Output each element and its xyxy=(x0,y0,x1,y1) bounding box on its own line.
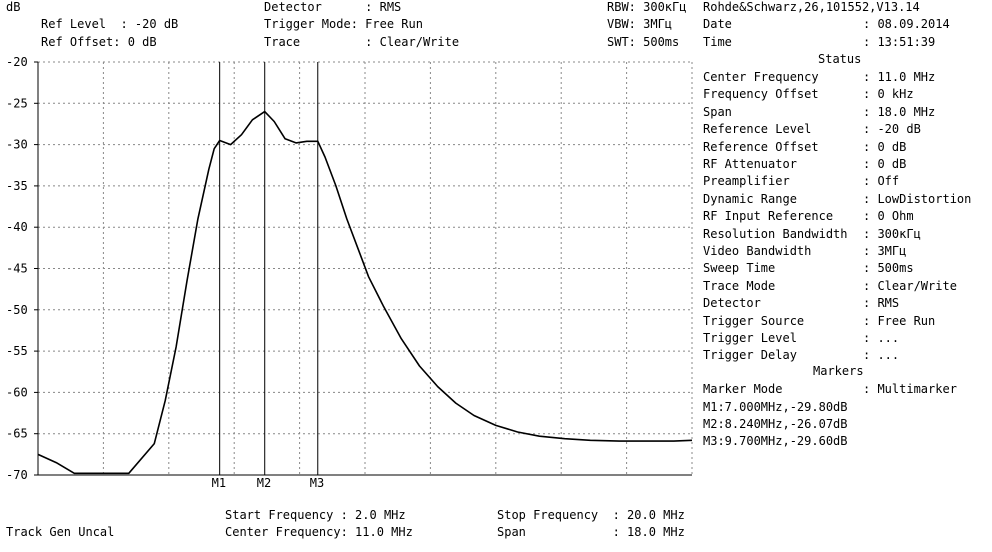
status-value: : 0 dB xyxy=(863,157,907,171)
y-tick-label: -50 xyxy=(6,303,28,317)
status-value: : Off xyxy=(863,174,900,189)
marker-label-m3: M3 xyxy=(310,476,324,490)
status-value: : ... xyxy=(863,348,900,363)
status-value: : 0 Ohm xyxy=(863,209,914,224)
status-value: : 11.0 MHz xyxy=(863,70,936,84)
status-label: Resolution Bandwidth xyxy=(703,226,848,241)
stop-frequency-readout: Stop Frequency : 20.0 MHz xyxy=(497,508,685,522)
status-label: Frequency Offset xyxy=(703,87,819,102)
status-value: : 300кГц xyxy=(863,226,921,241)
marker-readout-m3: M3:9.700MHz,-29.60dB xyxy=(703,434,848,448)
time-value: : 13:51:39 xyxy=(863,35,936,49)
status-label: Trace Mode xyxy=(703,278,776,293)
status-value: : Free Run xyxy=(863,313,936,328)
status-value: : 500ms xyxy=(863,261,914,276)
y-tick-label: -30 xyxy=(6,138,28,152)
status-label: Detector xyxy=(703,296,761,311)
spectrum-chart: -20 -25 -30 -35 -40 -45 -50 -55 -60 -65 -70 M1 M2 M3 xyxy=(6,55,693,490)
ref-offset-readout: Ref Offset: 0 dB xyxy=(41,35,157,49)
trace-readout: Trace : Clear/Write xyxy=(264,35,460,49)
status-label: RF Input Reference xyxy=(703,209,834,224)
status-value: : 0 dB xyxy=(863,139,907,154)
status-label: Dynamic Range xyxy=(703,191,797,206)
marker-readout-m2: M2:8.240MHz,-26.07dB xyxy=(703,417,848,431)
instrument-id: Rohde&Schwarz,26,101552,V13.14 xyxy=(703,0,920,14)
status-value: : ... xyxy=(863,331,900,345)
status-value: : RMS xyxy=(863,296,900,311)
span-readout: Span : 18.0 MHz xyxy=(497,525,685,539)
track-gen-status: Track Gen Uncal xyxy=(6,525,115,539)
status-label: Center Frequency xyxy=(703,70,819,84)
spectrum-trace xyxy=(37,110,693,475)
start-frequency-readout: Start Frequency : 2.0 MHz xyxy=(225,508,406,522)
time-label: Time xyxy=(703,35,732,49)
y-tick-label: -40 xyxy=(6,220,28,234)
status-value: : 0 kHz xyxy=(863,87,914,102)
y-tick-label: -55 xyxy=(6,344,28,358)
y-unit-label: dB xyxy=(6,0,21,14)
y-tick-label: -70 xyxy=(6,468,28,482)
markers-title: Markers xyxy=(813,364,864,378)
center-frequency-readout: Center Frequency: 11.0 MHz xyxy=(225,525,413,539)
status-label: Trigger Source xyxy=(703,313,805,328)
marker-label-m1: M1 xyxy=(212,476,226,490)
vbw-readout: VBW: 3МГц xyxy=(607,17,673,31)
marker-readout-m1: M1:7.000MHz,-29.80dB xyxy=(703,400,848,414)
status-value: : -20 dB xyxy=(863,122,921,137)
status-value: : 18.0 MHz xyxy=(863,104,936,119)
date-label: Date xyxy=(703,17,732,31)
status-title: Status xyxy=(818,52,862,66)
status-label: Reference Level xyxy=(703,122,812,137)
status-label: Trigger Delay xyxy=(703,348,797,363)
status-label: Span xyxy=(703,104,732,119)
y-tick-label: -20 xyxy=(6,55,28,69)
swt-readout: SWT: 500ms xyxy=(607,35,680,49)
y-tick-label: -45 xyxy=(6,262,28,276)
date-value: : 08.09.2014 xyxy=(863,17,950,31)
status-label: Trigger Level xyxy=(703,331,797,345)
status-label: Video Bandwidth xyxy=(703,244,812,258)
trigger-mode-readout: Trigger Mode: Free Run xyxy=(264,17,423,31)
marker-mode-value: : Multimarker xyxy=(863,382,957,396)
ref-level-readout: Ref Level : -20 dB xyxy=(41,17,179,31)
status-label: Reference Offset xyxy=(703,139,819,154)
status-value: : Clear/Write xyxy=(863,278,957,293)
marker-mode-label: Marker Mode xyxy=(703,382,783,396)
y-tick-label: -60 xyxy=(6,385,28,399)
y-tick-label: -35 xyxy=(6,179,28,193)
status-value: : LowDistortion xyxy=(863,191,972,206)
status-label: Sweep Time xyxy=(703,261,776,276)
status-value: : 3МГц xyxy=(863,244,907,258)
rbw-readout: RBW: 300кГц xyxy=(607,0,687,14)
status-label: Preamplifier xyxy=(703,174,790,189)
marker-label-m2: M2 xyxy=(257,476,271,490)
detector-readout: Detector : RMS xyxy=(264,0,402,14)
y-tick-label: -25 xyxy=(6,96,28,110)
y-tick-label: -65 xyxy=(6,427,28,441)
status-label: RF Attenuator xyxy=(703,157,797,171)
